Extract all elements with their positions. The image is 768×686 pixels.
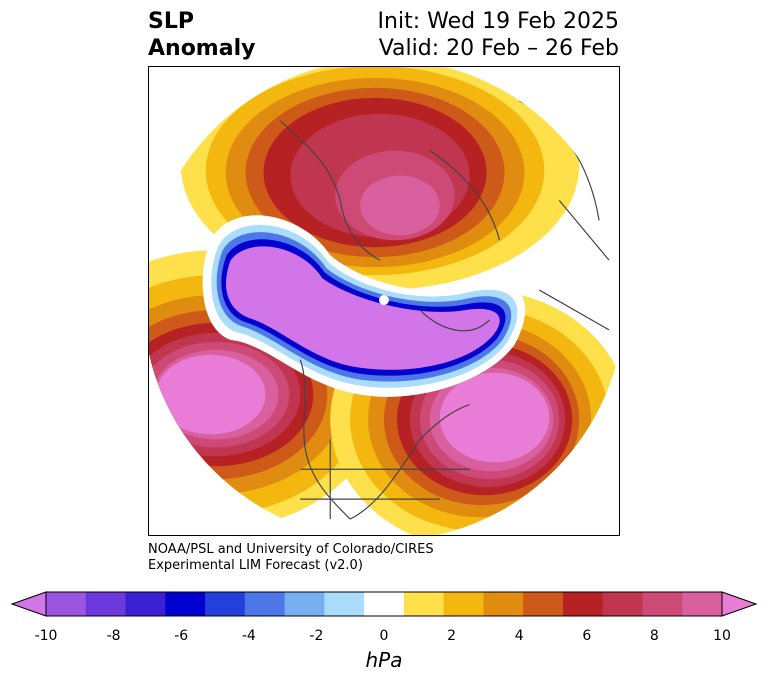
colorbar-cell	[46, 592, 87, 616]
colorbar-cell	[165, 592, 206, 616]
map-title: SLP Anomaly	[148, 8, 255, 62]
credit-line-1: NOAA/PSL and University of Colorado/CIRE…	[148, 542, 434, 557]
colorbar-cell	[523, 592, 564, 616]
colorbar-tick-label: 0	[379, 628, 389, 644]
colorbar-cell	[602, 592, 643, 616]
high-anomaly-east	[330, 290, 619, 535]
title-line-2: Anomaly	[148, 36, 256, 61]
colorbar-min-arrow	[12, 592, 46, 616]
colorbar-cell	[205, 592, 246, 616]
init-date: Init: Wed 19 Feb 2025	[377, 9, 619, 34]
polar-projection-map	[149, 67, 619, 535]
colorbar-cell	[562, 592, 604, 616]
colorbar-cell	[364, 592, 405, 616]
colorbar-tick-label: 6	[582, 628, 592, 644]
colorbar-cell	[125, 592, 166, 616]
colorbar-tick-label: -6	[174, 628, 189, 644]
slp-anomaly-map	[148, 66, 620, 536]
colorbar-tick-label: 2	[447, 628, 457, 644]
colorbar	[10, 591, 758, 617]
colorbar-tick-label: -2	[309, 628, 324, 644]
colorbar-max-arrow	[722, 592, 756, 616]
colorbar-unit: hPa	[365, 648, 403, 672]
colorbar-tick-label: 10	[713, 628, 731, 644]
colorbar-tick-label: 4	[514, 628, 524, 644]
colorbar-cell	[642, 592, 683, 616]
colorbar-tick-label: -4	[241, 628, 256, 644]
colorbar-cell	[483, 592, 524, 616]
forecast-dates: Init: Wed 19 Feb 2025 Valid: 20 Feb – 26…	[378, 8, 619, 62]
colorbar-cell	[443, 592, 484, 616]
colorbar-tick-label: 8	[649, 628, 659, 644]
title-line-1: SLP	[148, 9, 194, 34]
colorbar-cell	[324, 592, 365, 616]
colorbar-cell	[403, 592, 445, 616]
colorbar-cell	[682, 592, 723, 616]
credit-line-2: Experimental LIM Forecast (v2.0)	[148, 558, 363, 573]
colorbar-cell	[244, 592, 286, 616]
colorbar-tick-label: -8	[106, 628, 121, 644]
credit: NOAA/PSL and University of Colorado/CIRE…	[148, 542, 434, 574]
colorbar-cell	[284, 592, 325, 616]
low-anomaly-band	[202, 215, 526, 397]
north-pole-marker	[379, 295, 389, 305]
colorbar-tick-label: -10	[34, 628, 58, 644]
valid-range: Valid: 20 Feb – 26 Feb	[378, 36, 619, 61]
colorbar-cell	[85, 592, 127, 616]
